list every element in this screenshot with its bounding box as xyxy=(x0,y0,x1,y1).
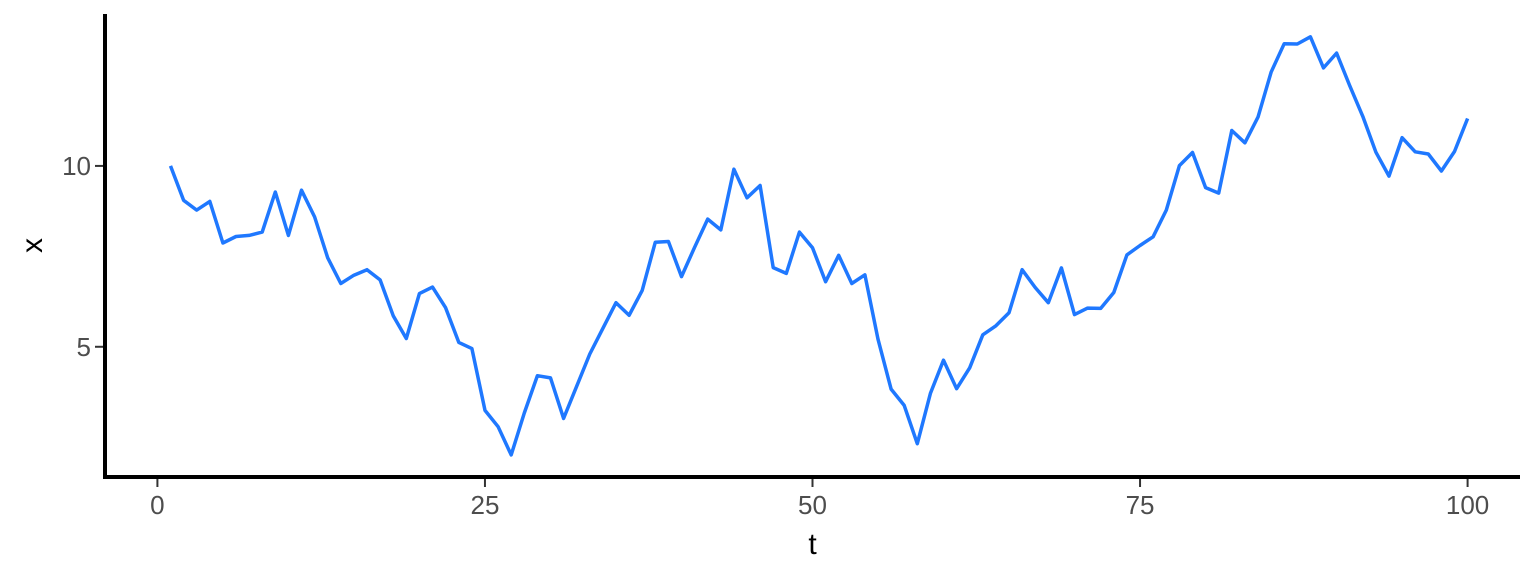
y-axis-ticks: 5 10 xyxy=(62,151,105,362)
x-tick-label: 25 xyxy=(470,490,499,520)
x-tick-label: 0 xyxy=(150,490,164,520)
x-axis-ticks: 0 25 50 75 100 xyxy=(150,477,1489,520)
y-tick-label: 5 xyxy=(77,332,91,362)
series-layer xyxy=(168,35,1470,457)
x-tick-label: 50 xyxy=(798,490,827,520)
x-tick-label: 75 xyxy=(1126,490,1155,520)
x-tick-label: 100 xyxy=(1446,490,1489,520)
y-tick-label: 10 xyxy=(62,151,91,181)
y-axis-title: x xyxy=(16,238,49,253)
series-line-0 xyxy=(168,35,1470,457)
x-axis-title: t xyxy=(808,528,817,561)
